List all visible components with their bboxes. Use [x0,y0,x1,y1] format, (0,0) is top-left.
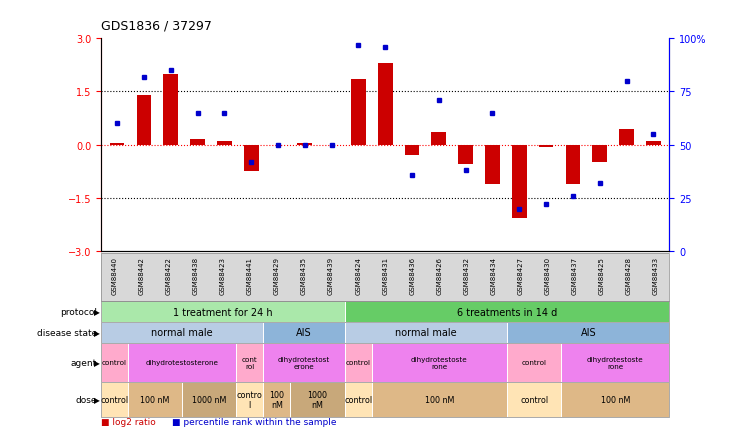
Bar [619,129,634,145]
Text: cont
rol: cont rol [242,356,258,369]
Text: GSM88433: GSM88433 [653,256,659,294]
Text: dose: dose [76,395,97,404]
Text: control: control [520,395,548,404]
Text: GSM88425: GSM88425 [599,256,605,294]
Text: control: control [102,360,127,365]
Text: AIS: AIS [580,328,596,338]
Text: GSM88437: GSM88437 [571,256,577,294]
Text: ▶: ▶ [94,308,100,316]
Text: GSM88423: GSM88423 [220,256,226,294]
Text: GSM88426: GSM88426 [436,256,442,294]
Bar [244,145,259,172]
Bar [136,96,151,145]
Text: ■ percentile rank within the sample: ■ percentile rank within the sample [172,417,337,426]
Text: GSM88435: GSM88435 [301,256,307,294]
Text: normal male: normal male [395,328,456,338]
Text: AIS: AIS [296,328,312,338]
Bar [512,145,527,218]
Text: GSM88434: GSM88434 [491,256,497,294]
Bar [565,145,580,184]
Bar [432,133,447,145]
Text: protocol: protocol [61,308,97,316]
Text: 100 nM: 100 nM [141,395,170,404]
Text: agent: agent [71,358,97,367]
Bar [405,145,420,156]
Text: dihydrotestoste
rone: dihydrotestoste rone [411,356,468,369]
Bar [459,145,473,165]
Text: GSM88438: GSM88438 [193,256,199,294]
Text: ▶: ▶ [94,358,100,367]
Text: control: control [100,395,129,404]
Text: GSM88432: GSM88432 [464,256,470,294]
Text: 100
nM: 100 nM [269,390,284,409]
Bar [378,64,393,145]
Text: 100 nM: 100 nM [425,395,454,404]
Bar [217,142,232,145]
Bar [163,75,178,145]
Text: GSM88442: GSM88442 [138,256,144,294]
Bar [351,80,366,145]
Text: GSM88431: GSM88431 [382,256,388,294]
Text: contro
l: contro l [237,390,263,409]
Text: GSM88427: GSM88427 [518,256,524,294]
Text: 6 treatments in 14 d: 6 treatments in 14 d [457,307,557,317]
Bar [190,140,205,145]
Text: ■ log2 ratio: ■ log2 ratio [101,417,156,426]
Bar [592,145,607,163]
Text: GSM88441: GSM88441 [247,256,253,294]
Text: GDS1836 / 37297: GDS1836 / 37297 [101,20,212,33]
Text: 1 treatment for 24 h: 1 treatment for 24 h [173,307,272,317]
Text: GSM88430: GSM88430 [545,256,551,294]
Text: GSM88429: GSM88429 [274,256,280,294]
Text: ▶: ▶ [94,395,100,404]
Text: GSM88436: GSM88436 [409,256,415,294]
Text: GSM88428: GSM88428 [626,256,632,294]
Bar [298,144,312,145]
Text: ▶: ▶ [94,328,100,337]
Text: GSM88440: GSM88440 [111,256,117,294]
Text: GSM88424: GSM88424 [355,256,361,294]
Text: normal male: normal male [151,328,213,338]
Text: control: control [346,360,371,365]
Text: GSM88422: GSM88422 [165,256,171,294]
Text: GSM88439: GSM88439 [328,256,334,294]
Text: 100 nM: 100 nM [601,395,630,404]
Bar [646,142,660,145]
Bar [539,145,554,147]
Text: dihydrotestoste
rone: dihydrotestoste rone [587,356,644,369]
Text: dihydrotestost
erone: dihydrotestost erone [278,356,330,369]
Text: control: control [344,395,373,404]
Bar [485,145,500,184]
Bar [110,144,124,145]
Text: dihydrotestosterone: dihydrotestosterone [146,360,218,365]
Text: disease state: disease state [37,328,97,337]
Text: 1000
nM: 1000 nM [307,390,328,409]
Text: 1000 nM: 1000 nM [192,395,227,404]
Text: control: control [521,360,547,365]
